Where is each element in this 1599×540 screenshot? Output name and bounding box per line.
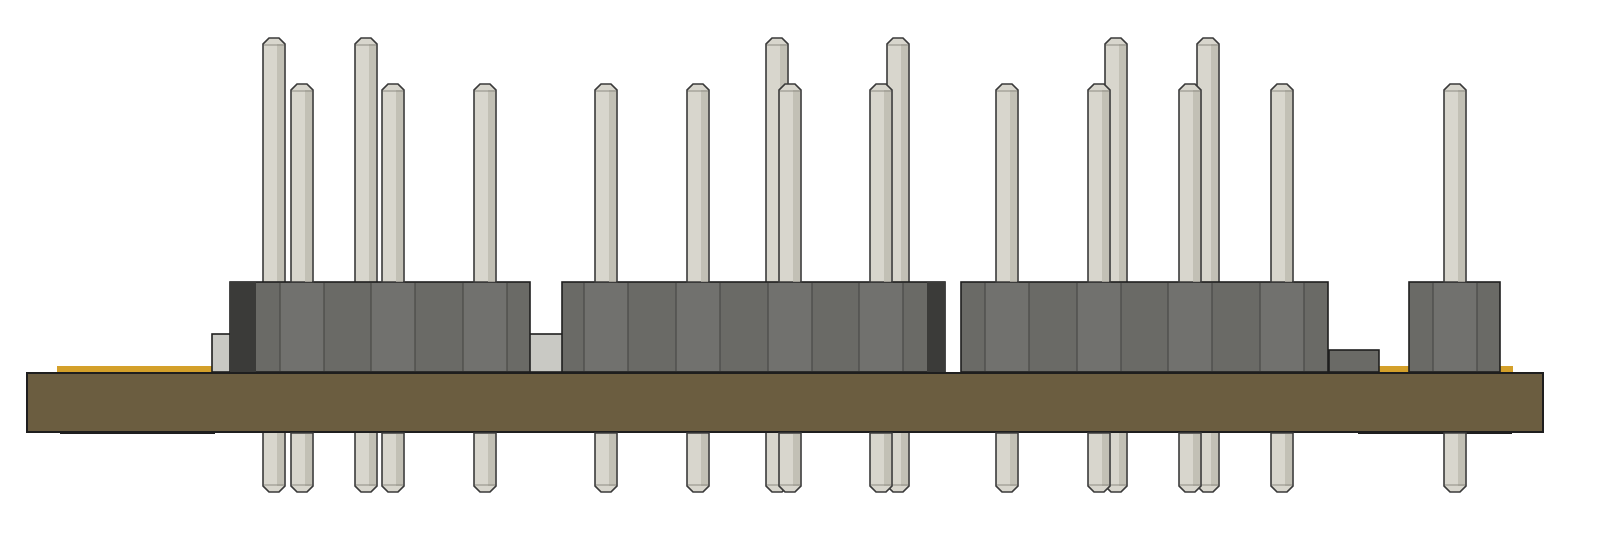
front-pin	[290, 83, 314, 493]
housing-segment	[584, 283, 628, 371]
pin-shade	[396, 90, 403, 282]
pin-shade	[488, 434, 495, 486]
front-pin	[869, 83, 893, 493]
pin-shade	[1010, 90, 1017, 282]
smd-component	[526, 333, 564, 373]
housing-segment	[1168, 283, 1212, 371]
pcb-board	[26, 366, 1544, 434]
pin-shade	[305, 90, 312, 282]
pin-shade	[609, 90, 616, 282]
header-housing	[960, 281, 1329, 373]
pin-shade	[793, 434, 800, 486]
housing-shadow	[927, 282, 945, 372]
pin-shade	[1458, 90, 1465, 282]
pin-shade	[1010, 434, 1017, 486]
pin-shade	[1211, 44, 1218, 486]
pin-shade	[884, 434, 891, 486]
header-group-1	[229, 281, 531, 373]
header-housing	[1408, 281, 1501, 373]
housing-segment	[985, 283, 1029, 371]
front-pin	[1087, 83, 1111, 493]
housing-segment	[1077, 283, 1121, 371]
front-pin	[778, 83, 802, 493]
pin-shade	[884, 90, 891, 282]
housing-segment	[1433, 283, 1477, 371]
header-group-3	[960, 281, 1329, 373]
pin-shade	[1458, 434, 1465, 486]
pin-shade	[305, 434, 312, 486]
pin-shade	[1193, 90, 1200, 282]
pin-shade	[1119, 44, 1126, 486]
header-group-2	[561, 281, 946, 373]
copper-pad-left	[57, 366, 212, 372]
housing-segment	[463, 283, 507, 371]
pin-shade	[793, 90, 800, 282]
front-pin	[1178, 83, 1202, 493]
pin-shade	[1285, 90, 1292, 282]
housing-shadow	[230, 282, 256, 372]
header-group-4	[1408, 281, 1501, 373]
pin-shade	[701, 434, 708, 486]
pin-shade	[1193, 434, 1200, 486]
housing-segment	[676, 283, 720, 371]
front-pin	[381, 83, 405, 493]
pin-shade	[488, 90, 495, 282]
pin-shade	[1102, 90, 1109, 282]
pin-shade	[369, 44, 376, 486]
pin-shade	[1285, 434, 1292, 486]
pin-shade	[396, 434, 403, 486]
housing-segment	[280, 283, 324, 371]
front-pin	[594, 83, 618, 493]
housing-segment	[371, 283, 415, 371]
pin-shade	[277, 44, 284, 486]
front-pin	[686, 83, 710, 493]
pin-shade	[1102, 434, 1109, 486]
front-pin	[1443, 83, 1467, 493]
front-pin	[995, 83, 1019, 493]
front-pin	[1270, 83, 1294, 493]
front-pin	[473, 83, 497, 493]
pin-shade	[609, 434, 616, 486]
housing-segment	[768, 283, 812, 371]
pin-shade	[701, 90, 708, 282]
board-edge	[26, 372, 1544, 433]
housing-segment	[1260, 283, 1304, 371]
smd-component	[1328, 349, 1380, 373]
housing-segment	[859, 283, 903, 371]
pin-shade	[901, 44, 908, 486]
